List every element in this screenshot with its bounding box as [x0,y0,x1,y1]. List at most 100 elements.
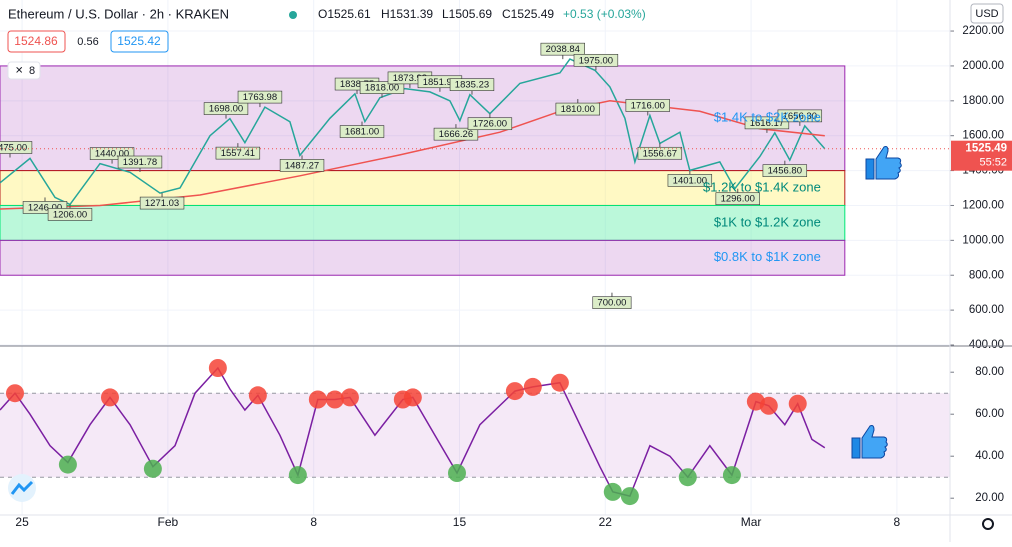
annotation-box [555,102,600,116]
overbought-marker [100,388,119,407]
y-tick-label: 40.00 [975,450,1004,462]
currency-button[interactable] [970,3,1004,24]
annotation-label: 1681.00 [345,127,379,138]
y-tick-label: 20.00 [975,492,1004,504]
overbought-marker [550,373,569,392]
oversold-marker [678,468,697,487]
annotation-box [139,196,185,210]
annotation-box [0,141,33,154]
annotation-label: 1401.00 [673,175,707,186]
annotation-box [667,174,713,187]
x-tick-label: 8 [310,515,317,529]
x-tick-label: 8 [894,515,901,529]
annotation-box [433,127,479,141]
annotation-box [573,53,619,67]
overbought-marker [248,386,267,405]
zone-label: $1K to $1.2K zone [714,214,821,229]
x-tick-label: 25 [15,515,29,529]
overbought-marker [208,359,227,377]
overbought-marker [788,394,807,413]
annotation-box [777,109,823,123]
line-series [0,58,826,206]
change: +0.53 (+0.03%) [563,7,646,21]
ohlc-low: L1505.69 [442,7,492,21]
rsi-pane [0,359,950,506]
last-price-box [951,140,1012,171]
ohlc-open: O1525.61 [318,7,371,21]
y-tick-label: 800.00 [969,269,1004,281]
ohlc-close: C1525.49 [502,7,554,21]
annotation-box [279,159,325,172]
oversold-marker [143,459,162,478]
oversold-marker [722,466,741,485]
zone-label: $1.4K to $2K zone [714,110,821,125]
annotation-label: 1818.00 [365,83,399,94]
settings-icon[interactable] [982,518,994,530]
ohlc-high: H1531.39 [381,7,433,21]
annotation-label: 1835.23 [455,80,489,91]
oversold-marker [603,482,622,501]
annotation-box [715,192,760,206]
annotation-box [637,146,683,160]
thumbs-up-icon [851,425,888,459]
bid-box[interactable] [7,30,66,53]
annotation-label: 1440.00 [95,149,129,160]
annotation-box [117,155,163,169]
oversold-marker [288,466,307,485]
annotation-box [592,296,632,309]
overbought-marker [325,390,344,409]
overbought-marker [505,382,524,401]
annotation-box [47,208,93,221]
currency: USD [975,8,998,20]
annotation-label: 1296.00 [721,194,755,205]
oversold-marker [447,464,466,482]
status-dot [289,11,297,19]
thumbs-up-icon [865,146,902,180]
annotation-label: 1716.00 [631,100,665,111]
x-tick-label: Feb [158,515,179,529]
annotation-label: 1656.30 [783,111,817,122]
annotation-label: 1206.00 [53,209,87,220]
y-tick-label: 1200.00 [962,199,1004,211]
overbought-marker [403,388,422,407]
oversold-marker [620,487,639,506]
annotation-label: 1391.78 [123,157,157,168]
annotation-label: 1763.98 [243,92,277,103]
overbought-marker [5,384,24,403]
annotation-label: 1851.90 [423,77,457,88]
y-tick-label: 1800.00 [962,95,1004,107]
ask-box[interactable] [110,30,169,53]
annotation-label: 1975.00 [579,55,613,66]
y-tick-label: 2200.00 [962,25,1004,37]
y-tick-label: 2000.00 [962,60,1004,72]
annotation-box [625,99,670,112]
x-tick-label: Mar [741,515,762,529]
annotation-label: 1698.00 [209,104,243,115]
bid: 1524.86 [14,34,58,48]
y-tick-label: 600.00 [969,304,1004,316]
annotation-label: 2038.84 [546,44,580,55]
indicators-toggle[interactable] [7,61,41,80]
oversold-marker [58,455,77,474]
annotation-label: 1271.03 [145,198,179,209]
spread: 0.56 [77,36,98,48]
zone-label: $1.2K to $1.4K zone [703,179,821,194]
y-tick-label: 1600.00 [962,130,1004,142]
x-tick-label: 22 [599,515,613,529]
annotation-label: 1726.00 [473,119,507,130]
last-price-label: 1525.49 [965,143,1007,155]
annotation-label: 1556.67 [643,148,677,159]
overbought-marker [340,388,359,407]
annotation-box [215,146,261,160]
overbought-marker [523,377,542,396]
annotation-box [339,125,385,138]
zone-label: $0.8K to $1K zone [714,249,821,264]
zone [0,239,846,276]
annotation-label: 1616.17 [750,118,784,129]
annotation-label: 1475.00 [0,143,27,154]
annotation-label: 700.00 [597,298,626,309]
y-tick-label: 80.00 [975,366,1004,378]
